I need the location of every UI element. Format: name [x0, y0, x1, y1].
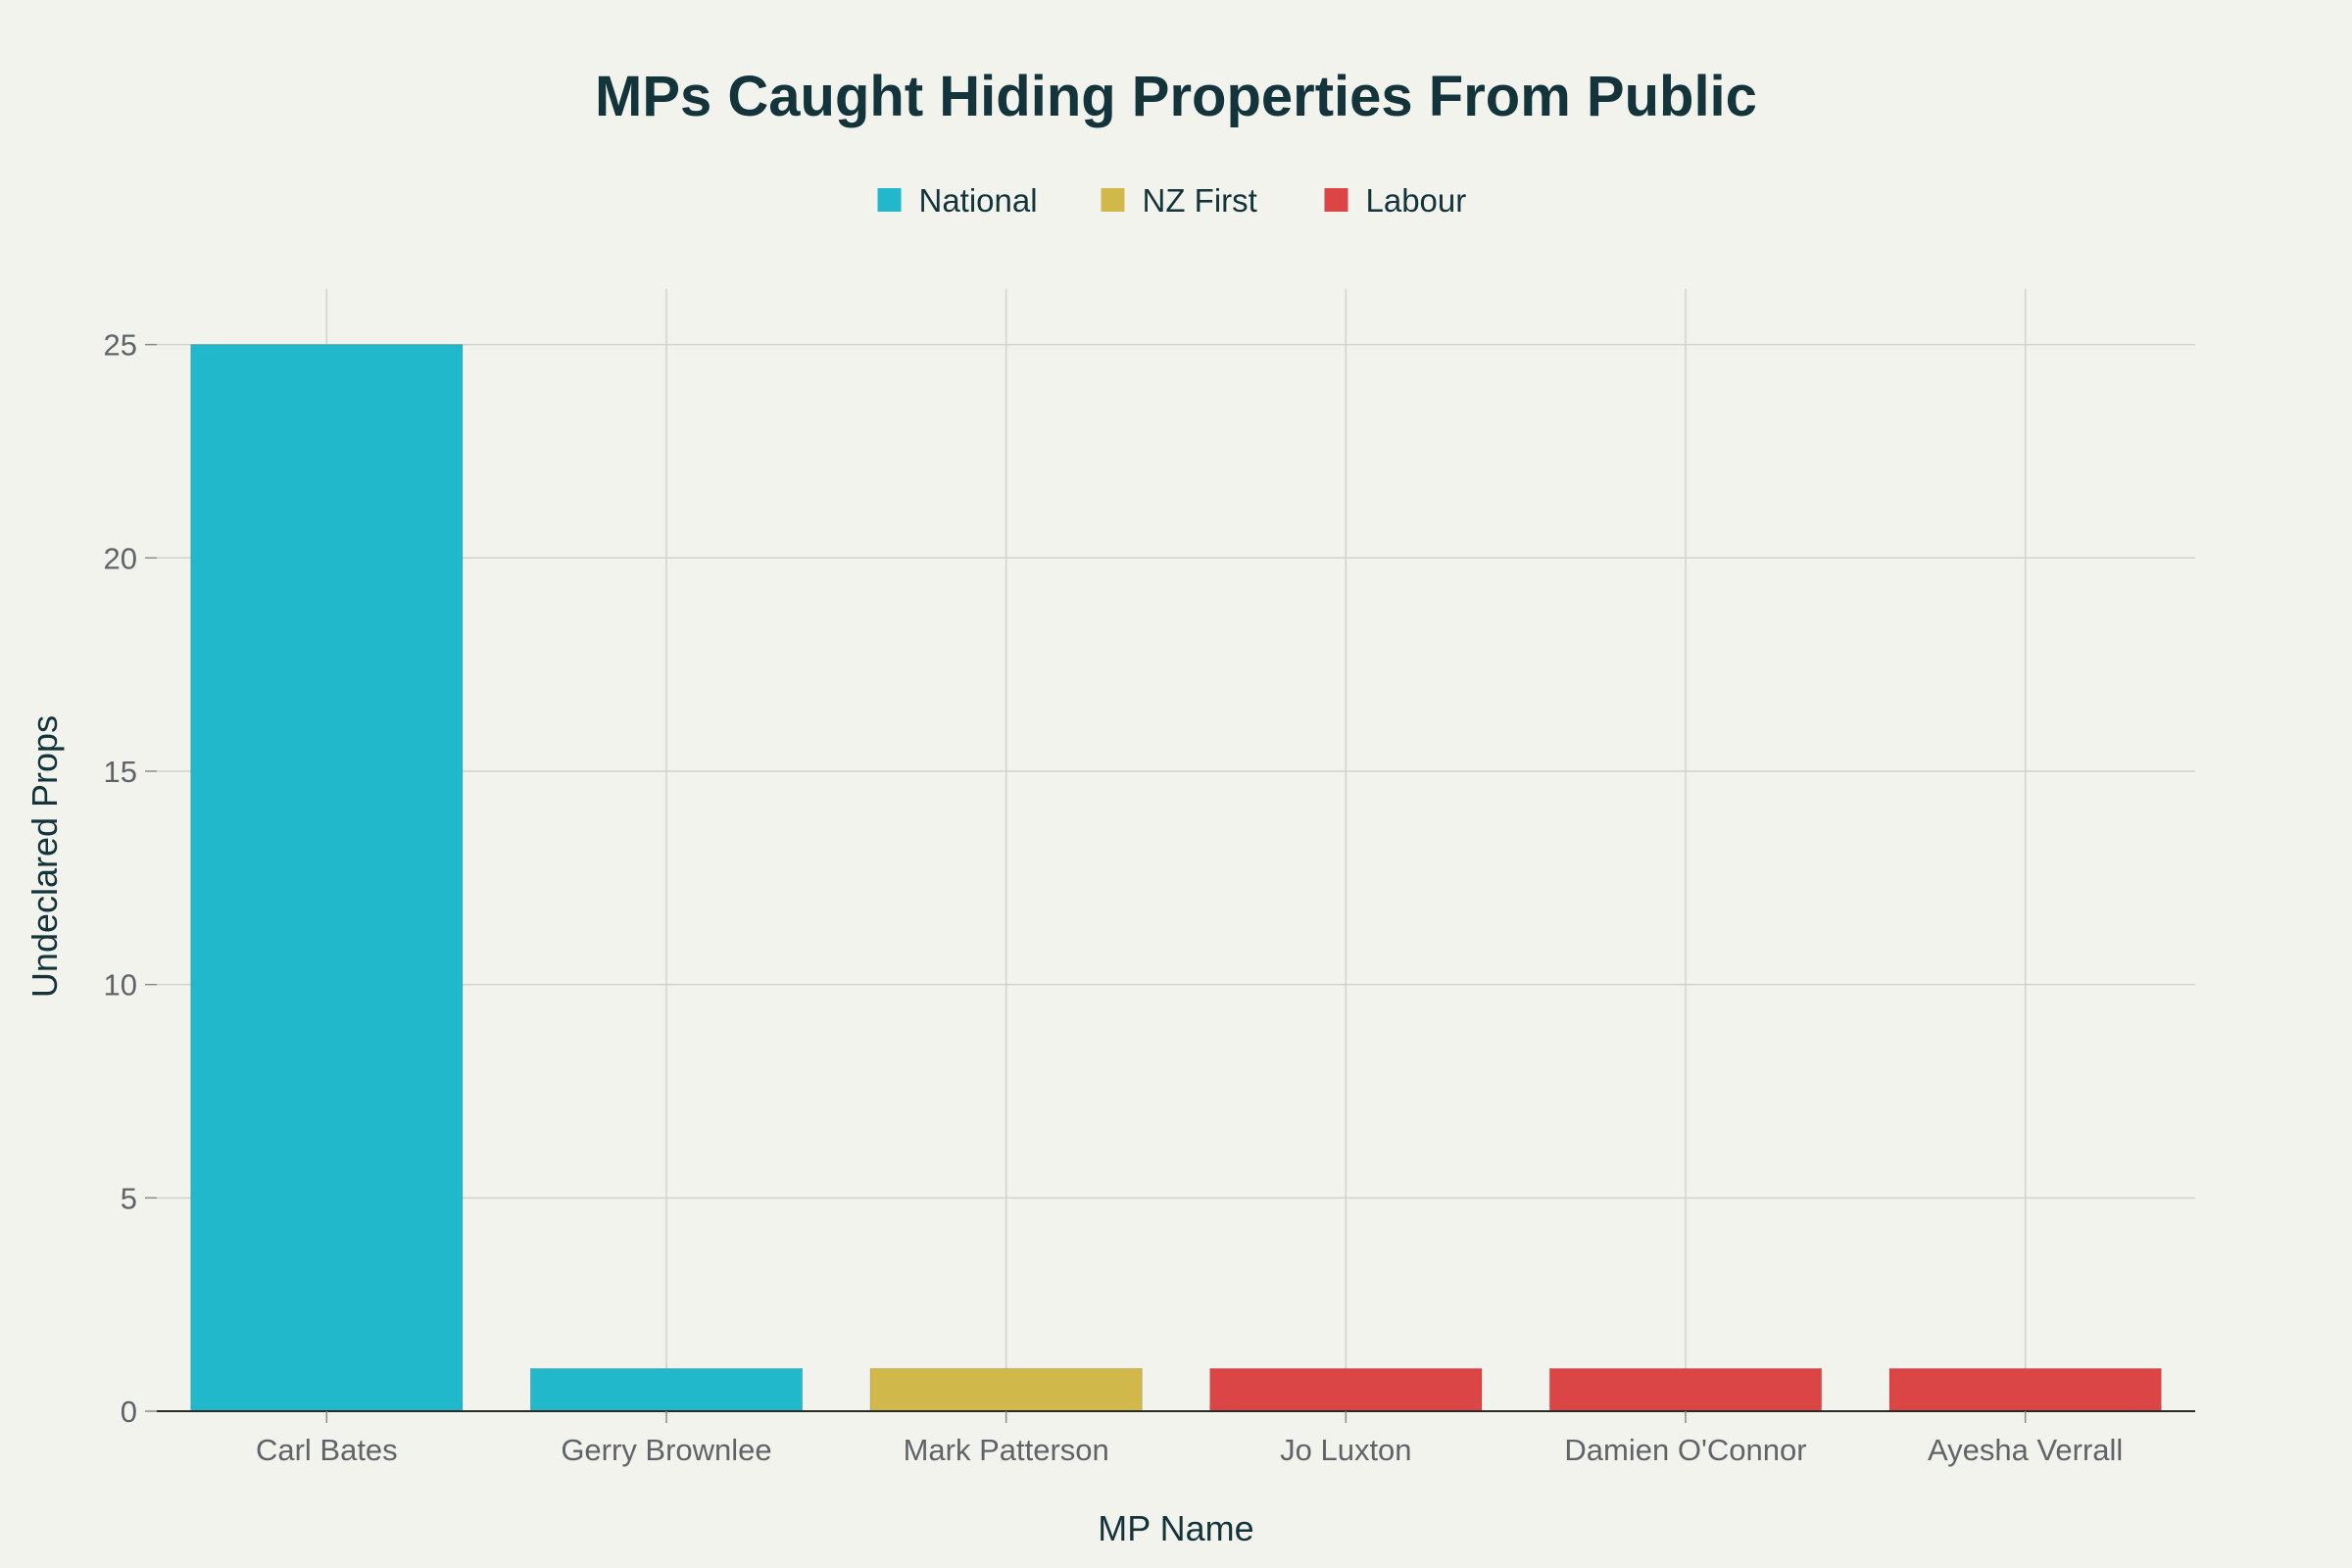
legend-label: NZ First: [1143, 182, 1257, 219]
bar-gerry-brownlee: [529, 1367, 804, 1412]
bar-ayesha-verrall: [1888, 1367, 2162, 1412]
y-tick-label: 15: [104, 755, 137, 789]
x-tick-label: Carl Bates: [256, 1433, 398, 1467]
x-tick-label: Ayesha Verrall: [1928, 1433, 2123, 1467]
legend: National NZ First Labour: [877, 182, 1467, 219]
legend-item: NZ First: [1101, 182, 1257, 219]
x-axis-title: MP Name: [1098, 1508, 1253, 1548]
legend-label: National: [919, 182, 1038, 219]
x-tick-label: Damien O'Connor: [1564, 1433, 1806, 1467]
bar-damien-o-connor: [1548, 1367, 1823, 1412]
y-tick-label: 20: [104, 541, 137, 575]
axes: [145, 343, 2195, 1423]
legend-item: Labour: [1324, 182, 1467, 219]
x-tick-label: Gerry Brownlee: [561, 1433, 771, 1467]
legend-swatch: [1101, 188, 1125, 212]
y-axis-title: Undeclared Props: [24, 715, 65, 998]
bar-jo-luxton: [1209, 1367, 1483, 1412]
legend-label: Labour: [1366, 182, 1467, 219]
labels: 0 5 10 15 20 25 Carl Bates Gerry Brownlee Mark P…: [104, 328, 2124, 1467]
y-tick-label: 5: [121, 1181, 137, 1215]
legend-swatch: [877, 188, 902, 212]
legend-swatch: [1324, 188, 1348, 212]
chart-title: MPs Caught Hiding Properties From Public: [595, 65, 1757, 128]
bar-mark-patterson: [869, 1367, 1143, 1412]
y-tick-label: 10: [104, 968, 137, 1003]
bars: [190, 344, 2162, 1412]
y-tick-label: 25: [104, 328, 137, 363]
bar-carl-bates: [190, 344, 464, 1412]
x-tick-label: Mark Patterson: [904, 1433, 1109, 1467]
legend-item: National: [877, 182, 1038, 219]
x-tick-label: Jo Luxton: [1280, 1433, 1411, 1467]
y-tick-label: 0: [121, 1395, 137, 1429]
